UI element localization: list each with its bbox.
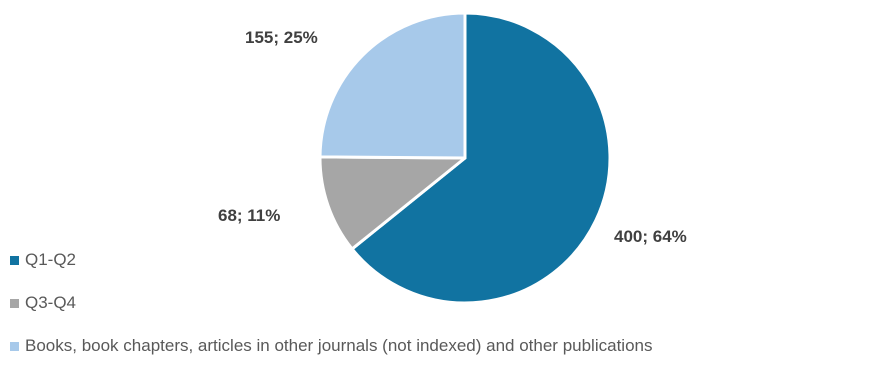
data-label-q1-q2: 400; 64% xyxy=(614,227,687,246)
pie-slice-q1-q2 xyxy=(350,11,612,305)
pie-chart: 400; 64% 68; 11% 155; 25% xyxy=(218,11,687,305)
legend-item-books-other: Books, book chapters, articles in other … xyxy=(10,335,652,357)
data-label-books-other: 155; 25% xyxy=(245,28,318,47)
pie-slices xyxy=(318,11,612,305)
legend-swatch-books-other xyxy=(10,341,19,351)
data-label-q3-q4: 68; 11% xyxy=(218,206,280,225)
legend-swatch-q1-q2 xyxy=(10,255,19,265)
legend-label-books-other: Books, book chapters, articles in other … xyxy=(25,336,653,355)
pie-slice-q3-q4 xyxy=(318,155,467,251)
legend-label-q1-q2: Q1-Q2 xyxy=(25,250,77,269)
chart-legend: Q1-Q2 Q3-Q4 Books, book chapters, articl… xyxy=(10,249,652,378)
legend-item-q3-q4: Q3-Q4 xyxy=(10,292,652,314)
legend-item-q1-q2: Q1-Q2 xyxy=(10,249,652,271)
legend-label-q3-q4: Q3-Q4 xyxy=(25,293,77,312)
pie-slice-books-other xyxy=(318,11,467,160)
legend-swatch-q3-q4 xyxy=(10,298,19,308)
